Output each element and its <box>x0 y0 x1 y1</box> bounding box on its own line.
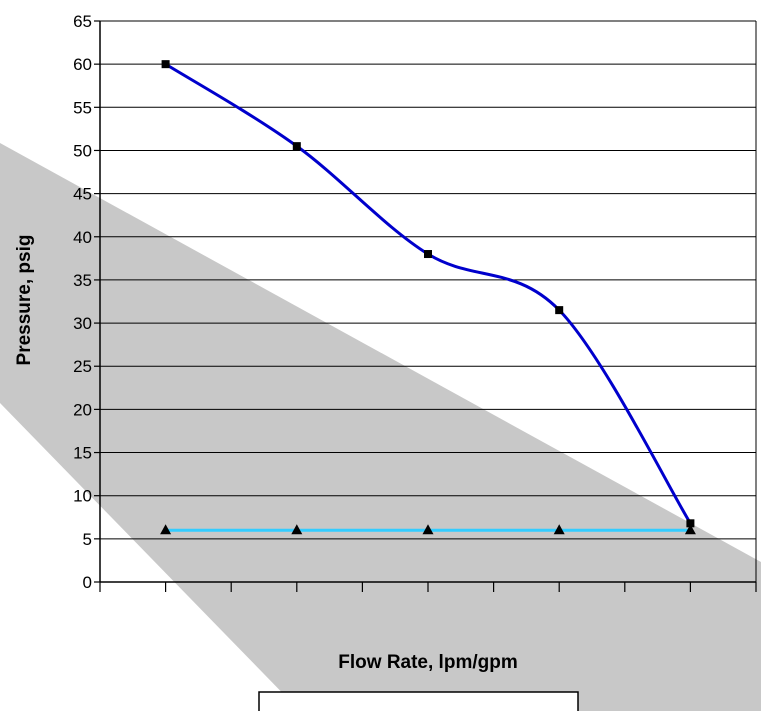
y-tick-label-60: 60 <box>73 55 92 74</box>
background-diagonal-band <box>0 143 761 711</box>
legend-box <box>258 691 579 716</box>
data-point-return-5 <box>684 524 696 535</box>
y-axis-title: Pressure, psig <box>14 235 35 366</box>
y-tick-label-10: 10 <box>73 487 92 506</box>
y-tick-label-20: 20 <box>73 400 92 419</box>
data-point-supply-5 <box>686 519 695 528</box>
y-tick-labels: 0 5 10 15 20 25 30 35 40 45 50 55 60 65 <box>73 12 92 592</box>
data-point-supply-3 <box>424 250 432 259</box>
data-point-supply-1 <box>161 60 170 69</box>
y-tick-label-30: 30 <box>73 314 92 333</box>
series-group <box>160 60 696 535</box>
data-point-return-1 <box>160 524 172 535</box>
gridlines <box>94 20 756 583</box>
y-tick-label-45: 45 <box>73 185 92 204</box>
y-tick-label-65: 65 <box>73 12 92 31</box>
y-tick-label-25: 25 <box>73 357 92 376</box>
x-axis-title: Flow Rate, lpm/gpm <box>338 652 517 673</box>
data-point-supply-4 <box>555 306 564 315</box>
y-tick-label-40: 40 <box>73 228 92 247</box>
y-tick-label-5: 5 <box>83 530 92 549</box>
data-point-return-3 <box>422 524 434 535</box>
data-point-supply-2 <box>292 142 301 151</box>
data-point-return-2 <box>291 524 303 535</box>
y-tick-label-0: 0 <box>83 573 92 592</box>
legend: SupplyReturn <box>258 691 579 716</box>
y-tick-label-15: 15 <box>73 444 92 463</box>
y-tick-label-35: 35 <box>73 271 92 290</box>
y-tick-label-50: 50 <box>73 141 92 160</box>
data-point-return-4 <box>553 524 565 535</box>
axes <box>99 21 757 592</box>
y-tick-label-55: 55 <box>73 98 92 117</box>
